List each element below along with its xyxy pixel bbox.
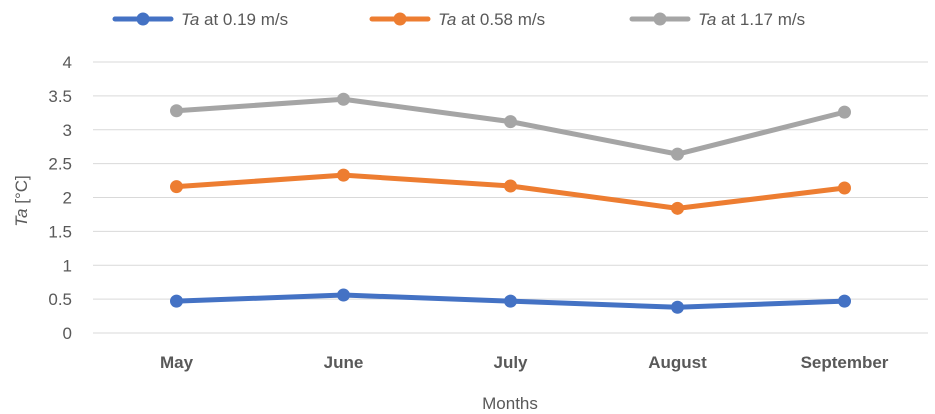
y-tick-label: 1 [63, 256, 72, 275]
y-tick-label: 3 [63, 121, 72, 140]
y-tick-label: 3.5 [48, 87, 72, 106]
x-axis-title: Months [482, 394, 538, 413]
legend-label-symbol: Ta [181, 10, 199, 29]
legend-swatch-marker [393, 12, 407, 26]
y-tick-label: 0 [63, 324, 72, 343]
legend-swatch-marker [653, 12, 667, 26]
x-category-label: September [801, 353, 889, 372]
data-point [337, 288, 350, 302]
legend-label-rest: at 0.58 m/s [456, 10, 545, 29]
data-point [170, 294, 183, 308]
data-point [504, 294, 517, 308]
data-point [838, 294, 851, 308]
y-axis-title: Ta [°C] [12, 175, 31, 227]
y-tick-label: 0.5 [48, 290, 72, 309]
legend-label-rest: at 1.17 m/s [716, 10, 805, 29]
data-point [337, 168, 350, 182]
legend: Ta at 0.19 m/s Ta at 0.58 m/s Ta at 1.17 m… [112, 10, 805, 29]
data-point [504, 179, 517, 193]
series [170, 92, 851, 161]
data-point [170, 180, 183, 194]
legend-entry: Ta at 0.58 m/s [369, 10, 545, 29]
x-category-label: May [160, 353, 194, 372]
data-point [671, 300, 684, 314]
legend-entry: Ta at 0.19 m/s [112, 10, 288, 29]
x-category-label: June [324, 353, 364, 372]
legend-entry: Ta at 1.17 m/s [629, 10, 805, 29]
y-tick-label: 1.5 [48, 222, 72, 241]
legend-label-symbol: Ta [698, 10, 716, 29]
series-lines [170, 92, 851, 314]
y-axis-title-unit: [°C] [12, 175, 31, 208]
data-point [838, 105, 851, 119]
legend-label-symbol: Ta [438, 10, 456, 29]
x-axis-categories: May June July August September [160, 353, 889, 372]
y-tick-label: 2 [63, 189, 72, 208]
legend-label-rest: at 0.19 m/s [199, 10, 288, 29]
legend-label: Ta at 0.19 m/s [181, 10, 288, 29]
x-category-label: August [648, 353, 707, 372]
y-axis-ticks: 0 0.5 1 1.5 2 2.5 3 3.5 4 [48, 53, 72, 343]
y-tick-label: 2.5 [48, 155, 72, 174]
y-tick-label: 4 [63, 53, 72, 72]
data-point [337, 92, 350, 106]
series [170, 168, 851, 215]
series [170, 288, 851, 314]
x-category-label: July [493, 353, 528, 372]
data-point [671, 147, 684, 161]
legend-swatch-marker [136, 12, 150, 26]
gridlines [93, 61, 928, 334]
data-point [504, 115, 517, 129]
y-axis-title-symbol: Ta [12, 208, 31, 226]
legend-label: Ta at 1.17 m/s [698, 10, 805, 29]
data-point [838, 181, 851, 195]
data-point [671, 201, 684, 215]
legend-label: Ta at 0.58 m/s [438, 10, 545, 29]
data-point [170, 104, 183, 118]
